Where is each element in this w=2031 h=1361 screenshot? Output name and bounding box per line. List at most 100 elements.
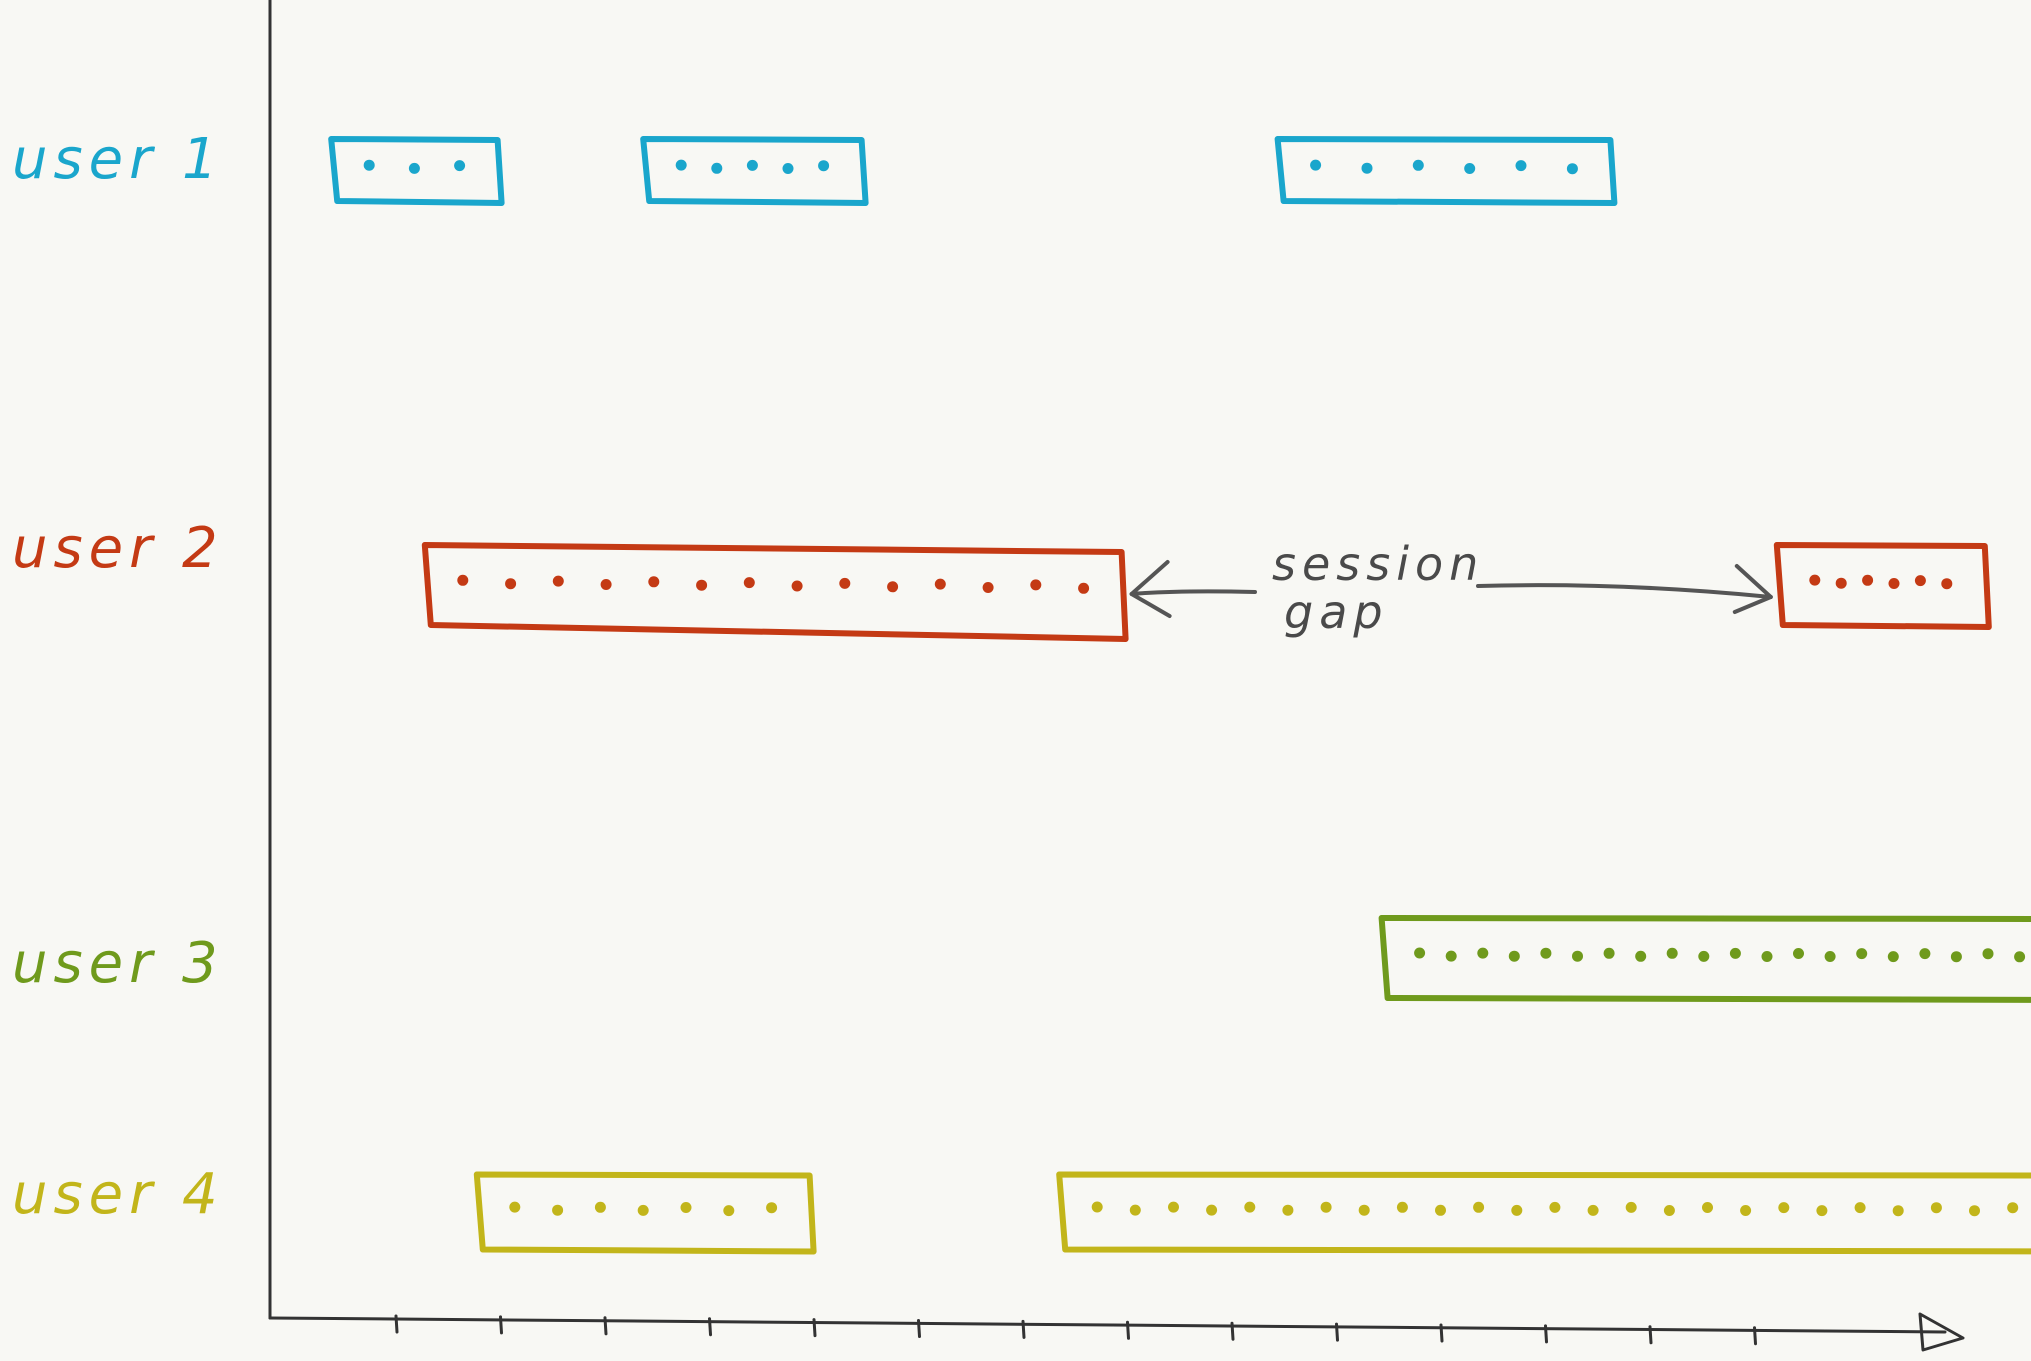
session-outline xyxy=(1773,542,1992,630)
event-dot xyxy=(1625,1201,1637,1213)
user-label: user 3 xyxy=(12,931,224,996)
x-axis-tick xyxy=(917,1319,921,1338)
session-box xyxy=(328,136,505,206)
user-row: user 1 xyxy=(12,127,1618,206)
x-axis-tick xyxy=(812,1318,817,1338)
x-axis-tick xyxy=(603,1316,608,1336)
event-dot xyxy=(934,578,946,590)
event-dot xyxy=(408,162,420,174)
event-dot xyxy=(1950,951,1962,963)
x-axis-tick xyxy=(1126,1320,1130,1340)
event-dot xyxy=(1168,1201,1179,1213)
session-gap-label-line1: session xyxy=(1272,537,1484,591)
gap-arrow-left xyxy=(1129,589,1257,596)
event-dot xyxy=(711,162,723,174)
event-dot xyxy=(1702,1202,1713,1213)
event-dot xyxy=(505,578,517,590)
event-dot xyxy=(1892,1205,1904,1217)
x-axis-tick xyxy=(1544,1324,1548,1344)
x-axis-tick xyxy=(1753,1326,1757,1346)
event-dot xyxy=(1540,947,1552,959)
event-dot xyxy=(1091,1201,1103,1213)
event-dot xyxy=(1129,1204,1141,1216)
event-dot xyxy=(1969,1205,1980,1217)
event-dot xyxy=(1729,947,1741,959)
event-dot xyxy=(1862,574,1874,586)
x-axis-arrowhead xyxy=(1918,1312,1965,1352)
event-dot xyxy=(509,1201,521,1213)
event-dot xyxy=(1358,1204,1370,1216)
event-dot xyxy=(1914,575,1926,587)
event-dot xyxy=(1809,574,1821,586)
x-axis-line xyxy=(268,1316,1947,1334)
event-dot xyxy=(746,159,758,171)
x-axis-tick xyxy=(708,1317,712,1337)
x-axis-tick xyxy=(1230,1321,1235,1341)
session-gap-annotation: session gap xyxy=(1129,537,1773,639)
x-axis-tick xyxy=(499,1315,503,1335)
event-dot xyxy=(1320,1201,1332,1213)
event-dot xyxy=(1663,1205,1675,1216)
user-row: user 3 xyxy=(12,915,2031,1003)
event-dot xyxy=(1477,947,1489,959)
user-row: user 2 xyxy=(12,516,1992,642)
session-outline xyxy=(328,136,505,206)
event-dot xyxy=(1445,950,1457,962)
event-dot xyxy=(1566,163,1578,175)
event-dot xyxy=(594,1201,606,1213)
session-box xyxy=(640,136,869,206)
event-dot xyxy=(723,1205,735,1217)
event-dot xyxy=(1244,1201,1256,1213)
event-dot xyxy=(1635,950,1647,962)
event-dot xyxy=(1572,950,1583,962)
event-dot xyxy=(1473,1201,1485,1213)
event-dot xyxy=(1464,163,1476,174)
event-dot xyxy=(457,574,469,586)
event-dot xyxy=(696,579,708,591)
event-dot xyxy=(552,575,564,587)
session-box xyxy=(1274,136,1618,206)
session-outline xyxy=(1056,1171,2031,1255)
event-dot xyxy=(1310,159,1322,171)
session-outline xyxy=(1378,915,2031,1003)
event-dot xyxy=(1508,950,1520,962)
session-gap-label-line2: gap xyxy=(1284,585,1389,639)
event-dot xyxy=(1761,951,1773,962)
event-dot xyxy=(1078,582,1090,594)
x-axis-tick xyxy=(1021,1319,1026,1339)
user-label: user 2 xyxy=(12,516,224,581)
session-box xyxy=(1056,1171,2031,1255)
x-axis-tick xyxy=(1439,1323,1444,1343)
event-dot xyxy=(1888,578,1900,589)
event-dot xyxy=(600,579,612,590)
x-axis-tick xyxy=(394,1314,399,1334)
event-dot xyxy=(1603,947,1615,959)
x-axis-tick xyxy=(1335,1322,1339,1342)
event-dot xyxy=(1856,948,1868,960)
event-dot xyxy=(1515,160,1527,172)
event-dot xyxy=(454,160,466,172)
event-dot xyxy=(552,1204,564,1216)
event-dot xyxy=(1414,947,1426,959)
user-label: user 1 xyxy=(12,127,224,192)
event-dot xyxy=(982,582,994,593)
session-outline xyxy=(473,1171,817,1255)
x-axis-tick xyxy=(1648,1325,1653,1345)
session-box xyxy=(1378,915,2031,1003)
event-dot xyxy=(1887,951,1899,963)
session-box xyxy=(1773,542,1992,630)
event-dot xyxy=(1982,948,1994,960)
event-dot xyxy=(1396,1201,1408,1213)
event-dot xyxy=(1030,579,1042,591)
event-dot xyxy=(2007,1202,2019,1214)
event-dot xyxy=(766,1202,778,1214)
session-outline xyxy=(640,136,869,206)
event-dot xyxy=(1816,1205,1828,1217)
gap-arrowhead-right xyxy=(1732,564,1773,614)
event-dot xyxy=(791,580,803,592)
event-dot xyxy=(680,1202,692,1213)
event-dot xyxy=(743,577,755,589)
user-label: user 4 xyxy=(12,1162,224,1227)
event-dot xyxy=(1740,1205,1752,1216)
